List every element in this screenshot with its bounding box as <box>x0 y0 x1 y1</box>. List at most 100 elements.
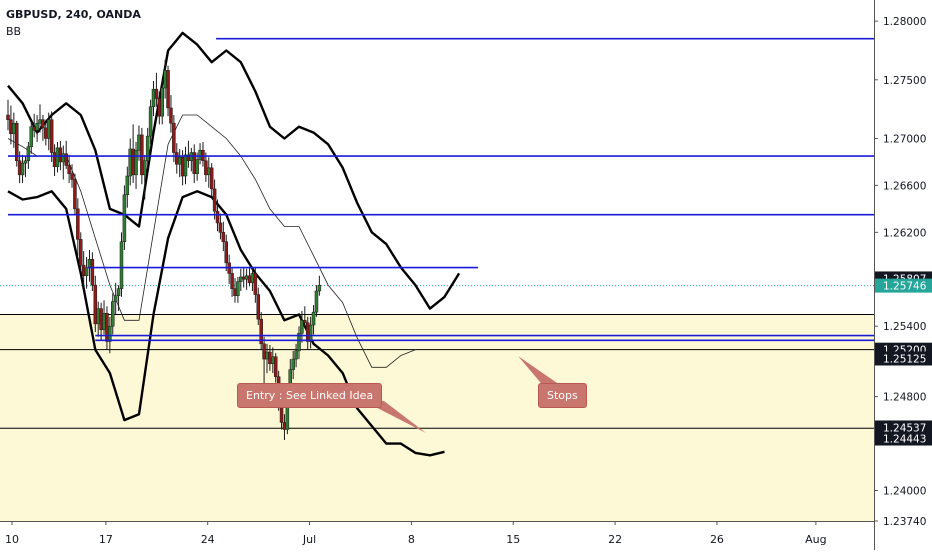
candle-body <box>183 154 188 177</box>
bb-upper-band <box>7 31 461 310</box>
candle-body <box>177 156 182 165</box>
candle-body <box>67 165 71 174</box>
candle-body <box>224 241 228 264</box>
candle-body <box>209 167 214 190</box>
candle-body <box>148 106 153 137</box>
price-tick-label: 1.23740 <box>883 516 926 528</box>
drawn-lines <box>8 37 874 342</box>
candle <box>317 275 322 296</box>
time-tick-label: Jul <box>302 533 316 546</box>
candle <box>186 140 191 168</box>
candle-body <box>108 325 112 342</box>
candle-body <box>12 122 16 135</box>
price-tag-label: 1.25125 <box>883 353 926 365</box>
candle-body <box>151 88 156 108</box>
candle <box>64 140 68 169</box>
candle <box>113 282 118 315</box>
time-axis[interactable]: 10 17 24 Jul 8 15 22 26 Aug <box>0 521 874 550</box>
candle <box>154 72 159 107</box>
candle-body <box>262 343 266 360</box>
price-tick-label: 1.27000 <box>883 133 926 145</box>
candle <box>125 166 130 208</box>
candle-body <box>41 119 45 129</box>
candle-body <box>303 320 307 323</box>
candle-body <box>239 276 243 282</box>
candle <box>177 149 182 178</box>
price-tick-label: 1.24800 <box>883 392 926 404</box>
candle <box>218 213 223 240</box>
candle <box>227 254 231 284</box>
candle <box>116 285 121 311</box>
candle-body <box>44 127 48 139</box>
candle <box>111 293 115 335</box>
candle <box>35 114 39 142</box>
stops-callout[interactable]: Stops <box>538 383 587 408</box>
candle <box>102 300 106 335</box>
candle-body <box>9 119 13 135</box>
candle-body <box>61 153 66 163</box>
candle-body <box>294 350 298 360</box>
candle <box>73 173 77 215</box>
candle <box>207 157 211 188</box>
candle <box>236 276 240 303</box>
candle <box>224 234 228 272</box>
candle <box>204 152 208 182</box>
candle-body <box>259 318 263 345</box>
indicator-label[interactable]: BB <box>6 25 22 38</box>
candle <box>233 278 237 303</box>
candle <box>55 141 60 173</box>
candle-body <box>308 324 313 342</box>
candle-body <box>64 153 68 166</box>
candle <box>209 163 214 196</box>
candle-body <box>143 160 147 176</box>
price-tick-label: 1.26200 <box>883 227 926 239</box>
candle-body <box>96 308 100 325</box>
price-tag-label: 1.24537 <box>883 422 926 434</box>
candle-body <box>160 87 164 117</box>
price-tick-label: 1.28000 <box>883 16 926 28</box>
candle <box>311 305 316 335</box>
candle <box>221 221 226 252</box>
candle <box>148 99 153 145</box>
price-tag-bg <box>875 278 932 293</box>
candle-body <box>79 239 83 266</box>
candle-body <box>175 152 179 165</box>
candle-body <box>256 294 261 320</box>
candle-body <box>49 119 54 153</box>
price-tag-label: 1.25746 <box>883 281 927 293</box>
candle-body <box>55 147 60 167</box>
candle <box>61 145 66 180</box>
price-tag-bg <box>875 420 932 435</box>
candle-body <box>122 194 127 242</box>
candle-body <box>195 159 199 174</box>
candle <box>87 249 92 282</box>
candle <box>166 65 170 117</box>
candle <box>253 267 258 303</box>
candle <box>41 114 45 141</box>
candle <box>256 287 261 326</box>
time-tick-label: 15 <box>506 533 520 546</box>
candle-body <box>311 311 316 326</box>
candle <box>151 80 156 117</box>
candle <box>300 310 304 343</box>
time-tick-label: 10 <box>5 533 19 546</box>
time-tick-label: 22 <box>608 533 622 546</box>
candle-body <box>247 275 252 284</box>
candle <box>172 114 176 162</box>
candle-body <box>291 358 295 370</box>
candle <box>84 256 89 289</box>
candle <box>160 78 164 125</box>
price-axis[interactable]: 1.28000 1.27500 1.27000 1.26600 1.26200 1.254… <box>874 0 932 550</box>
price-tag-bg <box>875 351 932 366</box>
candle <box>262 336 266 391</box>
candle <box>303 306 307 329</box>
candle-body <box>38 119 42 124</box>
entry-callout[interactable]: Entry : See Linked Idea <box>237 383 383 408</box>
candle-body <box>215 210 220 224</box>
candle <box>294 343 298 368</box>
candle-body <box>212 188 217 212</box>
candle <box>273 353 278 383</box>
candle-body <box>282 422 287 430</box>
candle <box>212 179 217 220</box>
